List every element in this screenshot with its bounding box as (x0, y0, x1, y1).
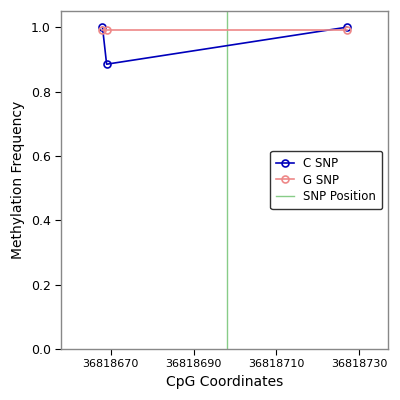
C SNP (104, 62, 109, 66)
G SNP (100, 28, 105, 33)
X-axis label: CpG Coordinates: CpG Coordinates (166, 375, 283, 389)
G SNP (344, 28, 349, 33)
C SNP (344, 25, 349, 30)
Line: C SNP: C SNP (99, 24, 350, 68)
Y-axis label: Methylation Frequency: Methylation Frequency (11, 101, 25, 259)
Line: G SNP: G SNP (99, 27, 350, 34)
G SNP (104, 28, 109, 33)
Legend: C SNP, G SNP, SNP Position: C SNP, G SNP, SNP Position (270, 151, 382, 209)
C SNP (100, 25, 105, 30)
